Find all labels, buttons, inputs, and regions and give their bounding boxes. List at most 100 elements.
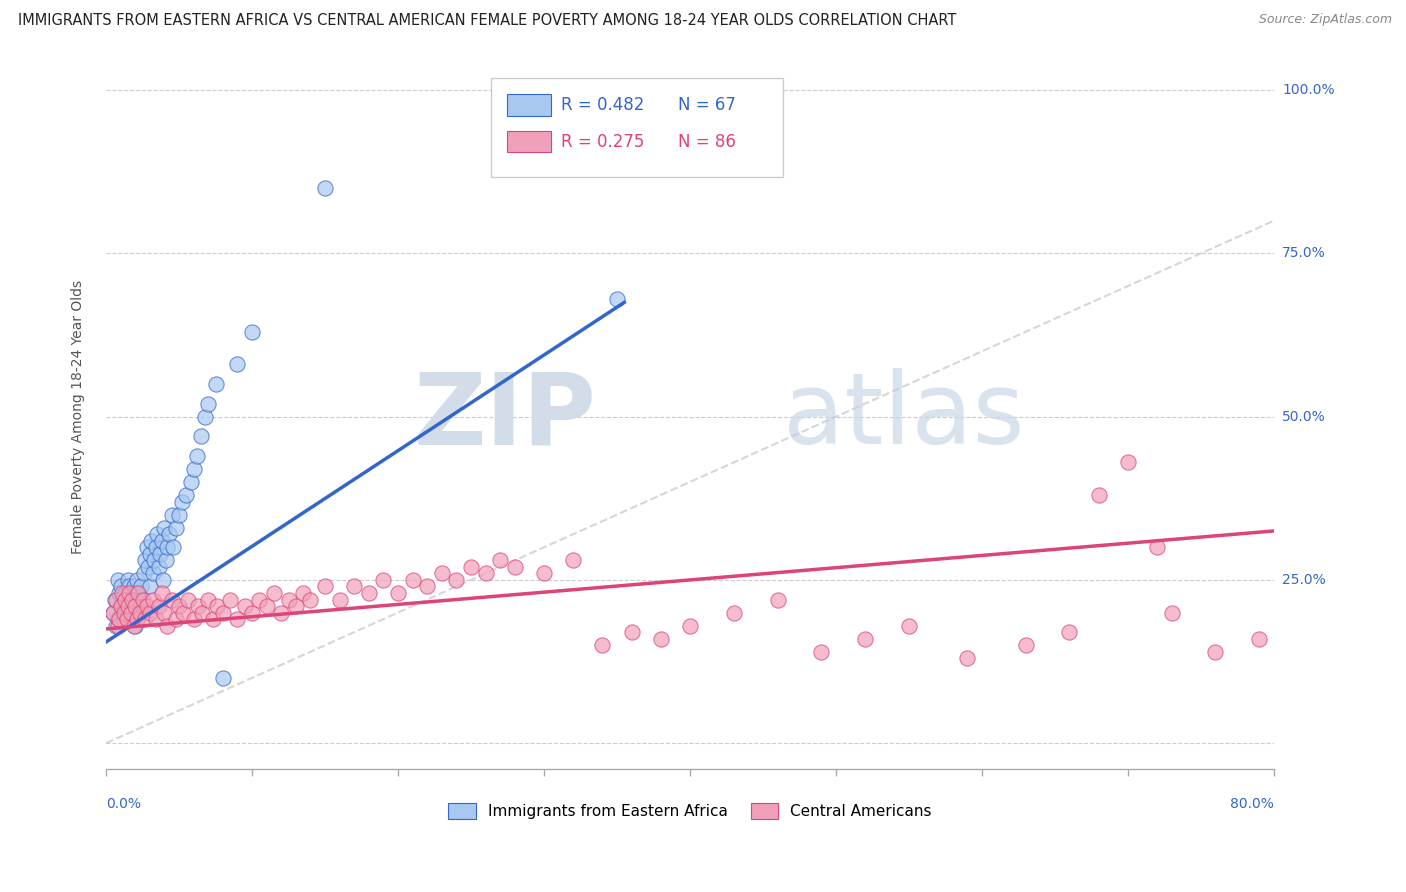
Point — [460, 560, 482, 574]
FancyBboxPatch shape — [506, 95, 551, 116]
Point — [118, 579, 141, 593]
Point — [103, 606, 125, 620]
Point — [155, 553, 177, 567]
Text: 75.0%: 75.0% — [1282, 246, 1326, 260]
Point — [128, 606, 150, 620]
Point — [606, 292, 628, 306]
Point — [226, 612, 249, 626]
Point — [156, 541, 179, 555]
Point — [679, 618, 702, 632]
Point — [122, 618, 145, 632]
Point — [127, 586, 149, 600]
Point — [160, 592, 183, 607]
Point — [111, 586, 134, 600]
Point — [105, 618, 128, 632]
Point — [299, 592, 322, 607]
Point — [270, 606, 292, 620]
Point — [1014, 638, 1036, 652]
Point — [132, 566, 155, 581]
Point — [1059, 625, 1081, 640]
Point — [197, 396, 219, 410]
Point — [153, 521, 176, 535]
Point — [387, 586, 409, 600]
Point — [110, 579, 132, 593]
Point — [240, 606, 263, 620]
Point — [167, 508, 190, 522]
Point — [263, 586, 285, 600]
Point — [115, 612, 138, 626]
Point — [201, 612, 224, 626]
Text: ZIP: ZIP — [413, 368, 596, 466]
Point — [120, 606, 142, 620]
Point — [139, 606, 162, 620]
Point — [142, 592, 165, 607]
Text: Source: ZipAtlas.com: Source: ZipAtlas.com — [1258, 13, 1392, 27]
Point — [190, 429, 212, 443]
Point — [1249, 632, 1271, 646]
Point — [314, 181, 336, 195]
Point — [186, 449, 208, 463]
Point — [107, 573, 129, 587]
Point — [149, 547, 172, 561]
Point — [134, 612, 156, 626]
Text: 100.0%: 100.0% — [1282, 83, 1334, 97]
Point — [416, 579, 439, 593]
Point — [111, 606, 134, 620]
Point — [121, 592, 143, 607]
Point — [810, 645, 832, 659]
Point — [1116, 455, 1139, 469]
Point — [956, 651, 979, 665]
Point — [562, 553, 585, 567]
Point — [247, 592, 270, 607]
Point — [112, 592, 135, 607]
Text: R = 0.482: R = 0.482 — [561, 96, 645, 114]
Point — [194, 409, 217, 424]
Point — [134, 553, 156, 567]
Point — [183, 462, 205, 476]
Point — [104, 592, 127, 607]
Point — [177, 592, 200, 607]
Point — [187, 599, 209, 613]
Point — [108, 586, 131, 600]
Point — [1146, 541, 1168, 555]
Point — [117, 573, 139, 587]
Point — [131, 599, 153, 613]
Point — [329, 592, 352, 607]
Point — [256, 599, 278, 613]
Point — [401, 573, 423, 587]
Point — [148, 599, 170, 613]
Point — [125, 612, 148, 626]
Point — [115, 606, 138, 620]
Text: N = 86: N = 86 — [678, 133, 737, 151]
Point — [112, 606, 135, 620]
Point — [146, 527, 169, 541]
Y-axis label: Female Poverty Among 18-24 Year Olds: Female Poverty Among 18-24 Year Olds — [72, 279, 86, 554]
Point — [142, 566, 165, 581]
Point — [183, 612, 205, 626]
Point — [211, 606, 233, 620]
Point — [343, 579, 366, 593]
Point — [124, 592, 146, 607]
Point — [112, 612, 135, 626]
Point — [170, 494, 193, 508]
Point — [176, 488, 198, 502]
Point — [373, 573, 395, 587]
Text: R = 0.275: R = 0.275 — [561, 133, 645, 151]
Point — [446, 573, 468, 587]
Point — [114, 592, 136, 607]
Point — [145, 612, 167, 626]
Point — [211, 671, 233, 685]
Point — [152, 573, 174, 587]
Text: IMMIGRANTS FROM EASTERN AFRICA VS CENTRAL AMERICAN FEMALE POVERTY AMONG 18-24 YE: IMMIGRANTS FROM EASTERN AFRICA VS CENTRA… — [18, 13, 956, 29]
Point — [160, 508, 183, 522]
Text: 25.0%: 25.0% — [1282, 573, 1326, 587]
Point — [533, 566, 555, 581]
Point — [114, 586, 136, 600]
FancyBboxPatch shape — [506, 131, 551, 153]
Point — [129, 579, 152, 593]
Point — [121, 599, 143, 613]
Point — [117, 592, 139, 607]
Point — [766, 592, 789, 607]
Point — [650, 632, 672, 646]
Point — [128, 592, 150, 607]
